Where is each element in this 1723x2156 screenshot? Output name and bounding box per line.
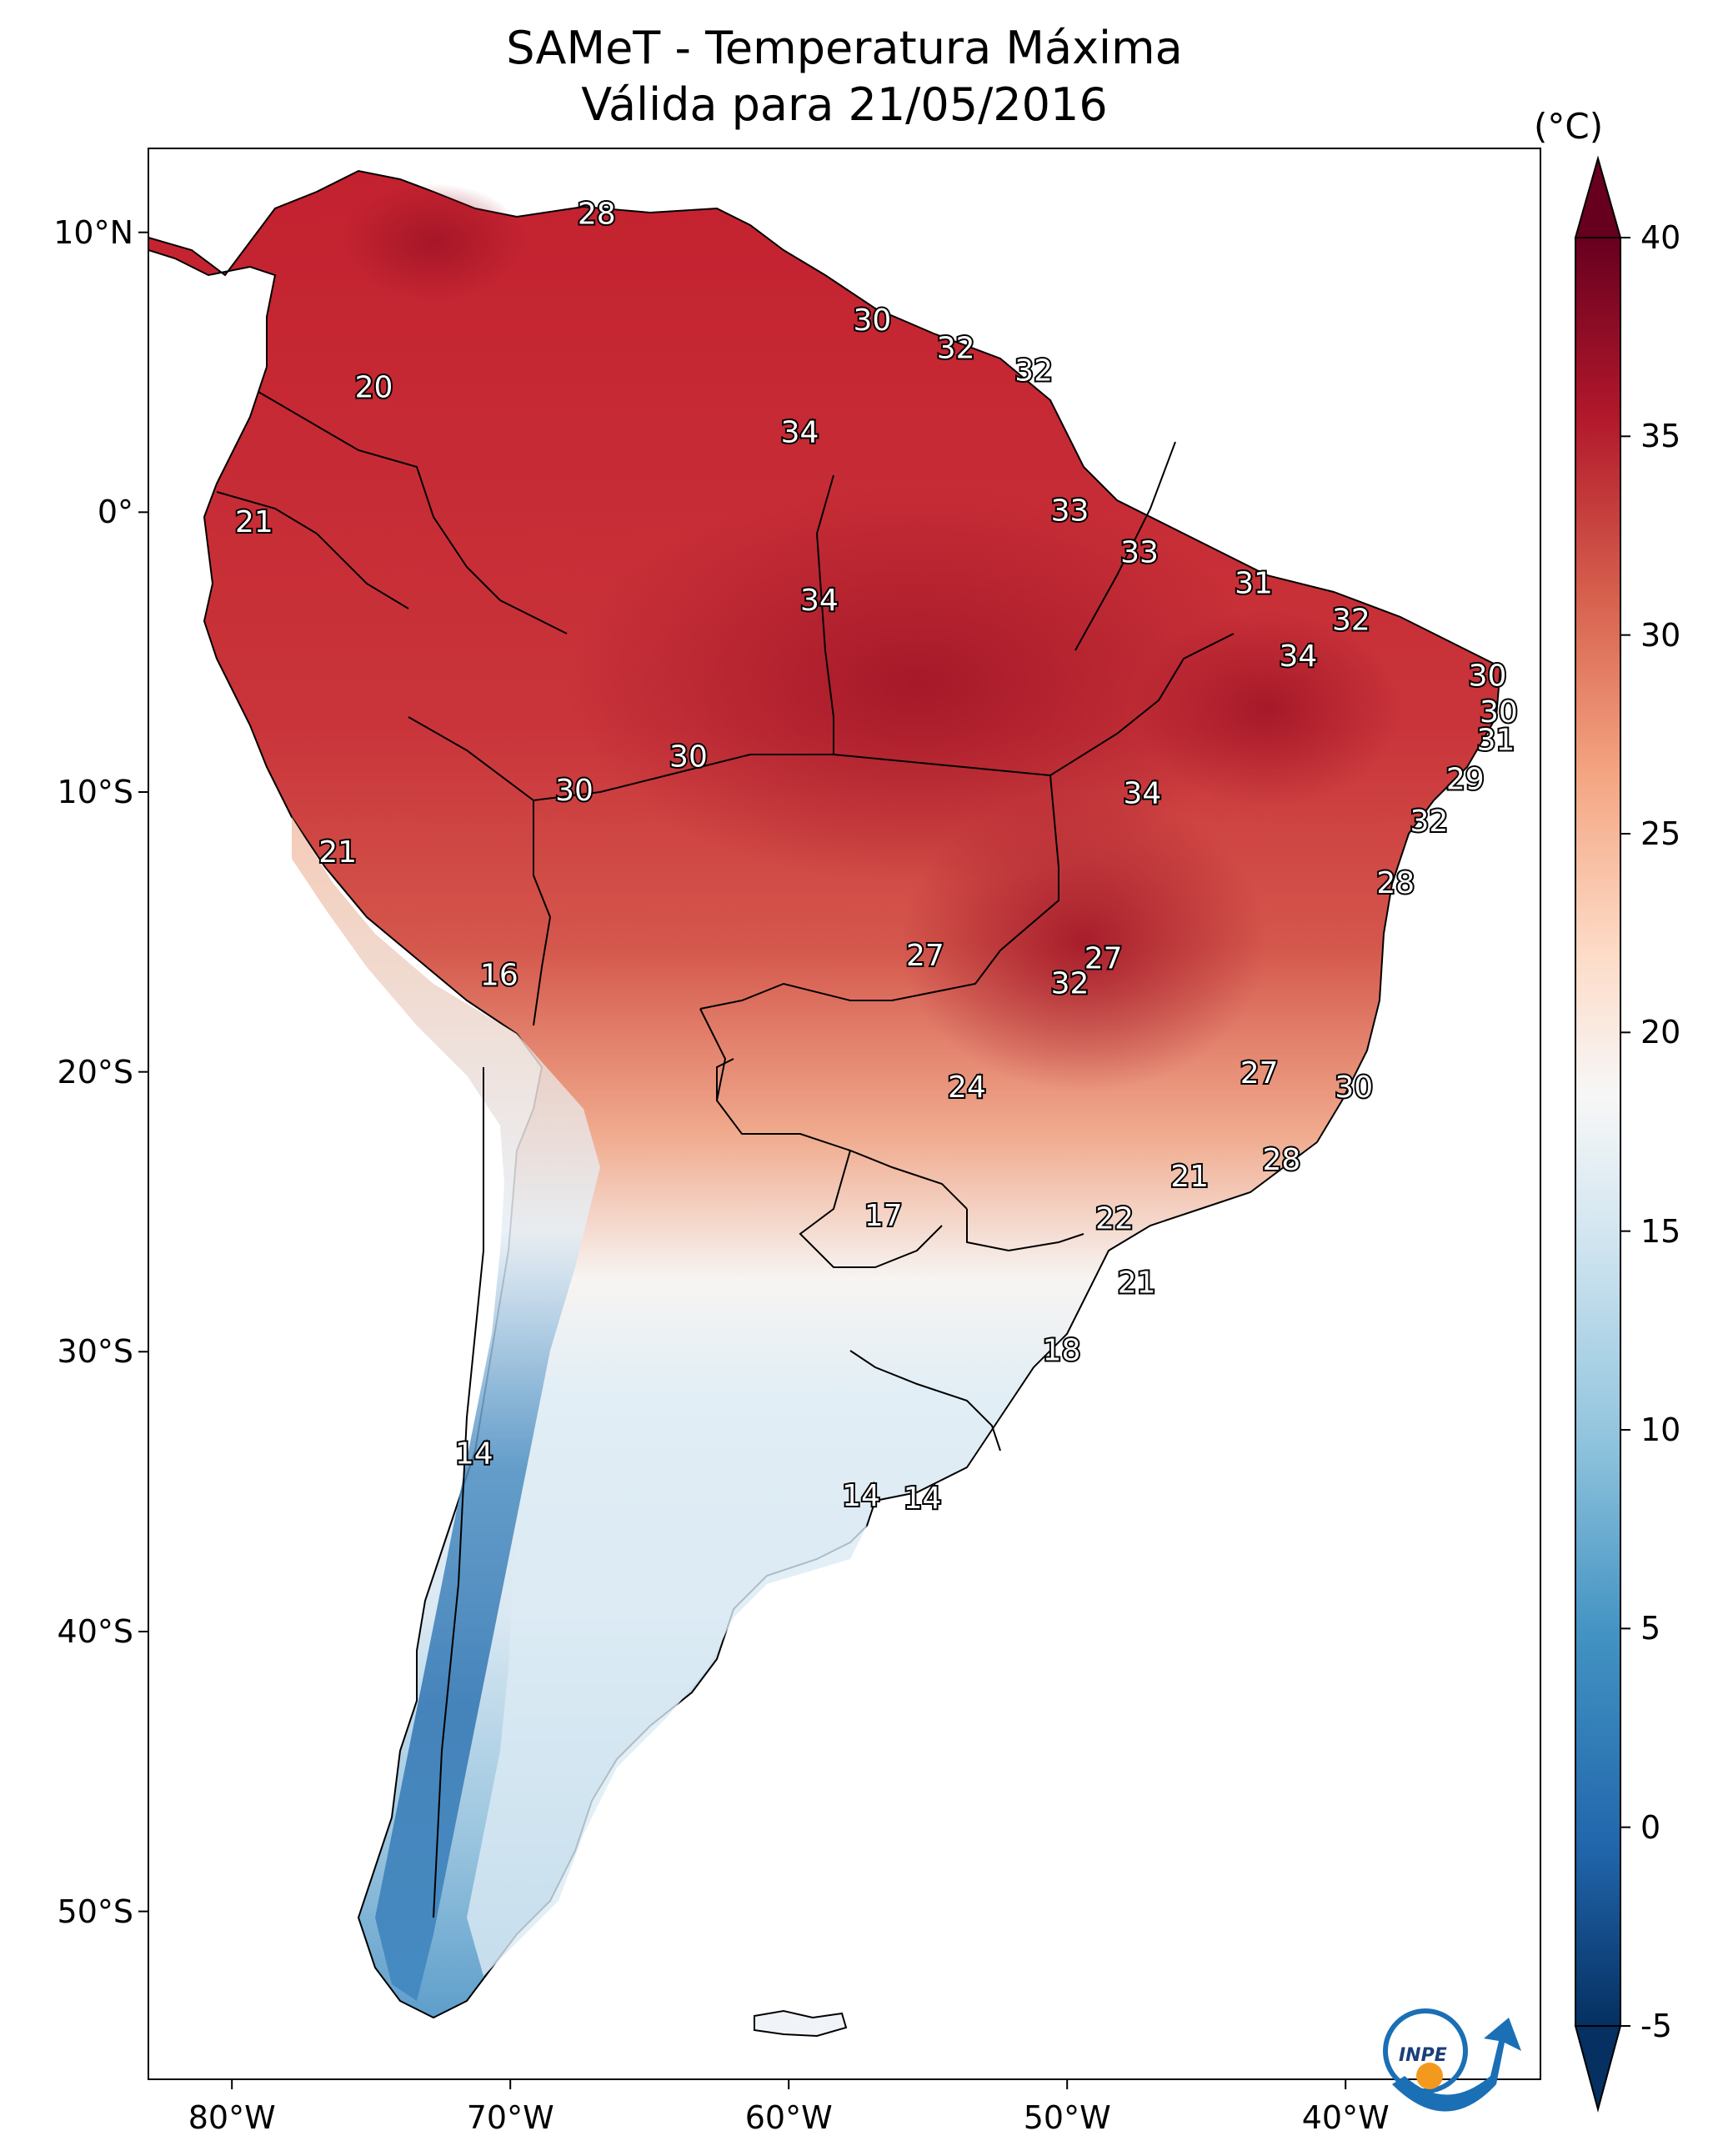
temperature-value-label: 27	[906, 939, 944, 973]
temperature-value-label: 34	[1123, 776, 1161, 810]
temperature-value-label: 28	[1262, 1143, 1300, 1177]
inpe-logo-text: INPE	[1399, 2045, 1447, 2066]
temperature-value-label: 29	[1446, 763, 1485, 797]
lon-tick-label: 40°W	[1301, 2099, 1390, 2136]
colorbar-tick-label: 30	[1640, 616, 1681, 654]
temperature-value-label: 30	[1335, 1070, 1373, 1105]
lat-tick-label: 0°	[97, 494, 133, 531]
colorbar-body	[1575, 237, 1621, 2027]
temperature-value-label: 34	[781, 415, 819, 449]
map-title: SAMeT - Temperatura Máxima	[506, 22, 1183, 74]
temperature-value-label: 34	[800, 584, 839, 618]
map-frame-border	[148, 148, 1541, 2080]
temperature-value-label: 17	[864, 1199, 903, 1233]
colorbar-tick-label: 40	[1640, 219, 1681, 256]
temperature-value-label: 21	[1170, 1160, 1209, 1194]
temperature-value-label: 21	[318, 835, 357, 870]
colorbar-tick-label: 20	[1640, 1014, 1681, 1051]
lat-tick-label: 50°S	[57, 1893, 133, 1930]
colorbar-tick-label: -5	[1640, 2008, 1672, 2044]
temperature-value-label: 33	[1051, 494, 1089, 528]
temperature-value-label: 31	[1477, 724, 1515, 758]
colorbar-tick-label: 15	[1640, 1212, 1681, 1250]
colorbar-tick-label: 5	[1640, 1610, 1661, 1647]
colorbar-tick-label: 0	[1640, 1808, 1661, 1846]
lon-tick-label: 80°W	[188, 2099, 276, 2136]
temperature-value-label: 32	[937, 332, 975, 366]
temperature-value-label: 30	[853, 303, 891, 338]
temperature-value-label: 24	[948, 1070, 986, 1105]
temperature-value-label: 28	[1376, 866, 1415, 900]
lon-tick-label: 60°W	[744, 2099, 833, 2136]
hot-region-amazon	[567, 484, 1267, 884]
temperature-value-label: 32	[1332, 603, 1370, 637]
colorbar-tick-marks	[1620, 237, 1630, 2027]
temperature-value-label: 27	[1240, 1056, 1279, 1091]
temperature-value-label: 30	[1469, 659, 1507, 693]
temperature-value-label: 32	[1051, 967, 1089, 1001]
temperature-value-label: 33	[1120, 536, 1159, 570]
temperature-value-label: 34	[1280, 639, 1318, 674]
temperature-value-label: 18	[1043, 1333, 1081, 1367]
lon-tick-label: 50°W	[1023, 2099, 1111, 2136]
temperature-value-label: 14	[455, 1436, 493, 1471]
lat-tick-label: 10°N	[53, 213, 133, 251]
temperature-value-label: 32	[1410, 805, 1448, 839]
hot-region-central	[900, 792, 1267, 1092]
colorbar-top-arrow	[1574, 155, 1622, 238]
country-borders	[216, 391, 1235, 1918]
temperature-value-label: 16	[480, 959, 518, 993]
colorbar-bottom-arrow	[1574, 2025, 1622, 2113]
temperature-value-label: 27	[1084, 941, 1123, 975]
temperature-value-label: 14	[904, 1482, 942, 1516]
colorbar-tick-label: 10	[1640, 1411, 1681, 1448]
inpe-logo: INPE	[1383, 2008, 1521, 2112]
temperature-value-label: 21	[235, 505, 273, 539]
colorbar-unit-label: (°C)	[1534, 106, 1604, 147]
temperature-value-label: 30	[669, 740, 708, 775]
temperature-value-label: 14	[842, 1479, 880, 1513]
patagonia-region	[467, 1517, 867, 1976]
lat-tick-label: 40°S	[57, 1612, 133, 1650]
lon-tick-label: 70°W	[466, 2099, 554, 2136]
map-subtitle: Válida para 21/05/2016	[581, 78, 1108, 131]
colorbar-tick-label: 25	[1640, 815, 1681, 852]
temperature-value-label: 32	[1014, 354, 1053, 389]
latitude-ticks	[138, 231, 148, 1913]
temperature-value-label: 30	[555, 774, 594, 808]
temperature-value-label: 31	[1235, 567, 1273, 601]
temperature-value-label: 21	[1118, 1266, 1156, 1301]
temperature-value-label: 30	[1480, 695, 1518, 730]
colorbar-tick-label: 35	[1640, 418, 1681, 455]
hot-region-northeast	[1134, 609, 1400, 809]
temperature-value-label: 20	[355, 371, 393, 405]
lat-tick-label: 30°S	[57, 1333, 133, 1371]
colorbar	[1574, 155, 1630, 2113]
lat-tick-label: 10°S	[57, 774, 133, 810]
lat-tick-label: 20°S	[57, 1053, 133, 1091]
longitude-ticks	[231, 2079, 1347, 2089]
temperature-value-label: 28	[578, 198, 616, 232]
andes-band	[292, 817, 600, 2001]
hot-region-venezuela	[342, 183, 525, 300]
falkland-islands	[754, 2009, 848, 2038]
temperature-value-label: 22	[1095, 1202, 1134, 1236]
